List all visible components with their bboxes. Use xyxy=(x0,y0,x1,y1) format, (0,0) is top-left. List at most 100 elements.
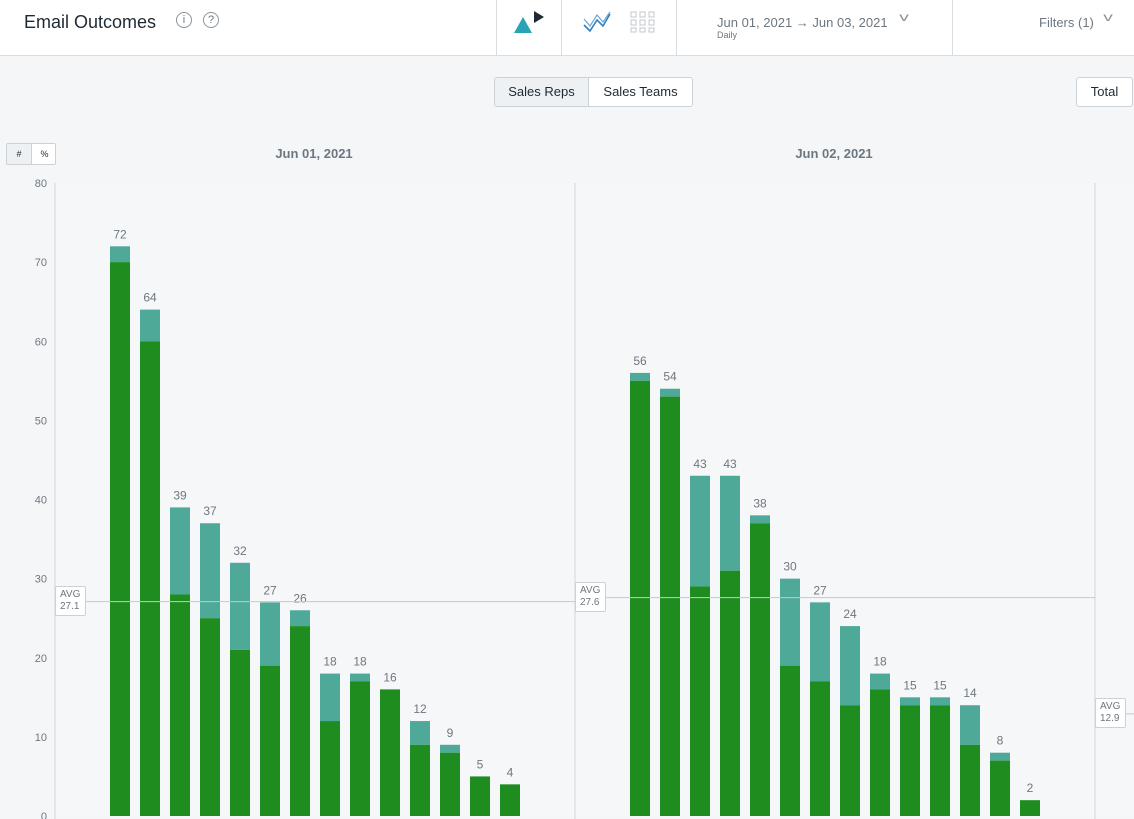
divider xyxy=(952,0,953,56)
bar-segment-secondary xyxy=(750,515,770,524)
bar-data-label: 37 xyxy=(203,504,217,518)
avg-value: 12.9 xyxy=(1100,713,1120,724)
bar-data-label: 15 xyxy=(903,678,917,692)
line-chart-view-icon[interactable] xyxy=(583,11,611,33)
total-button[interactable]: Total xyxy=(1076,77,1133,107)
bar-data-label: 32 xyxy=(233,544,247,558)
bar-data-label: 18 xyxy=(873,655,887,669)
bar-segment-secondary xyxy=(720,475,740,571)
avg-badge-2: AVG 27.6 xyxy=(575,582,606,612)
bar-segment-secondary xyxy=(260,602,280,666)
bar-data-label: 56 xyxy=(633,354,647,368)
bar-segment-secondary xyxy=(690,475,710,587)
bar-segment-secondary xyxy=(660,388,680,397)
bar-data-label: 43 xyxy=(723,457,737,471)
bar-data-label: 39 xyxy=(173,488,187,502)
bar-segment-secondary xyxy=(200,523,220,619)
bar-segment-primary xyxy=(110,262,130,816)
bar-segment-primary xyxy=(780,665,800,816)
divider xyxy=(676,0,677,56)
bar-data-label: 16 xyxy=(383,670,397,684)
percent-mode-button[interactable]: % xyxy=(40,149,49,159)
chevron-down-icon[interactable]: v xyxy=(1103,10,1113,24)
avg-value: 27.1 xyxy=(60,601,80,612)
bar-data-label: 5 xyxy=(477,757,484,771)
bar-segment-primary xyxy=(230,649,250,816)
bar-data-label: 9 xyxy=(447,726,454,740)
bar-segment-secondary xyxy=(810,602,830,682)
bar-chart-view-icon[interactable] xyxy=(512,9,546,35)
bar-data-label: 27 xyxy=(813,583,827,597)
panel-background xyxy=(55,183,575,816)
bar-segment-secondary xyxy=(780,578,800,666)
bar-segment-primary xyxy=(720,570,740,816)
bar-segment-secondary xyxy=(140,309,160,342)
sales-teams-tab[interactable]: Sales Teams xyxy=(589,78,692,106)
count-mode-button[interactable]: # xyxy=(7,144,32,164)
bar-segment-primary xyxy=(960,744,980,816)
y-tick-label: 40 xyxy=(35,495,47,507)
avg-label: AVG xyxy=(580,585,601,596)
info-icon[interactable]: i xyxy=(176,12,192,28)
bar-segment-primary xyxy=(440,752,460,816)
bar-segment-primary xyxy=(290,626,310,816)
bar-segment-secondary xyxy=(870,673,890,690)
bar-data-label: 30 xyxy=(783,560,797,574)
date-range-selector[interactable]: Jun 01, 2021 → Jun 03, 2021 xyxy=(717,15,888,30)
y-tick-label: 20 xyxy=(35,653,47,665)
bar-segment-primary xyxy=(630,380,650,816)
bar-segment-primary xyxy=(690,586,710,816)
bar-segment-secondary xyxy=(930,697,950,706)
header-bar: Email Outcomes i ? Jun 01, 2021 → Jun 03… xyxy=(0,0,1134,56)
bar-segment-primary xyxy=(410,744,430,816)
bar-data-label: 72 xyxy=(113,227,127,241)
page-title: Email Outcomes xyxy=(24,12,157,32)
bar-data-label: 38 xyxy=(753,496,767,510)
y-tick-label: 30 xyxy=(35,574,47,586)
bar-segment-primary xyxy=(900,705,920,816)
bar-segment-primary xyxy=(1020,800,1040,816)
sales-reps-tab[interactable]: Sales Reps xyxy=(495,78,589,106)
bar-data-label: 18 xyxy=(323,655,337,669)
bar-segment-primary xyxy=(200,618,220,816)
value-mode-toggle: # % xyxy=(6,143,56,165)
bar-data-label: 4 xyxy=(507,765,514,779)
bar-data-label: 54 xyxy=(663,370,677,384)
bar-segment-primary xyxy=(750,523,770,816)
avg-value: 27.6 xyxy=(580,597,600,608)
divider xyxy=(496,0,497,56)
bar-segment-secondary xyxy=(440,744,460,753)
bar-data-label: 8 xyxy=(997,734,1004,748)
group-by-segmented-control: Sales Reps Sales Teams xyxy=(494,77,693,107)
bar-segment-secondary xyxy=(230,562,250,650)
bar-data-label: 43 xyxy=(693,457,707,471)
bar-segment-secondary xyxy=(990,752,1010,761)
bar-segment-primary xyxy=(320,721,340,816)
bar-segment-secondary xyxy=(960,705,980,745)
help-icon[interactable]: ? xyxy=(203,12,219,28)
bar-segment-primary xyxy=(840,705,860,816)
bar-data-label: 2 xyxy=(1027,781,1034,795)
chevron-down-icon[interactable]: v xyxy=(899,10,909,24)
bar-segment-primary xyxy=(350,681,370,816)
bar-segment-primary xyxy=(930,705,950,816)
bar-segment-secondary xyxy=(320,673,340,722)
filters-button[interactable]: Filters (1) xyxy=(1039,15,1094,30)
y-tick-label: 60 xyxy=(35,336,47,348)
divider xyxy=(561,0,562,56)
panel-background xyxy=(575,183,1095,816)
y-tick-label: 80 xyxy=(35,178,47,190)
bar-segment-primary xyxy=(470,776,490,816)
bar-segment-primary xyxy=(500,784,520,816)
grid-view-icon[interactable] xyxy=(630,11,656,33)
bar-data-label: 26 xyxy=(293,591,307,605)
bar-data-label: 27 xyxy=(263,583,277,597)
bar-segment-primary xyxy=(870,689,890,816)
avg-label: AVG xyxy=(60,589,81,600)
bar-segment-secondary xyxy=(350,673,370,682)
bar-data-label: 18 xyxy=(353,655,367,669)
bar-segment-secondary xyxy=(840,626,860,706)
panel-title-2: Jun 02, 2021 xyxy=(795,146,873,161)
bar-data-label: 24 xyxy=(843,607,857,621)
bar-segment-primary xyxy=(660,396,680,816)
